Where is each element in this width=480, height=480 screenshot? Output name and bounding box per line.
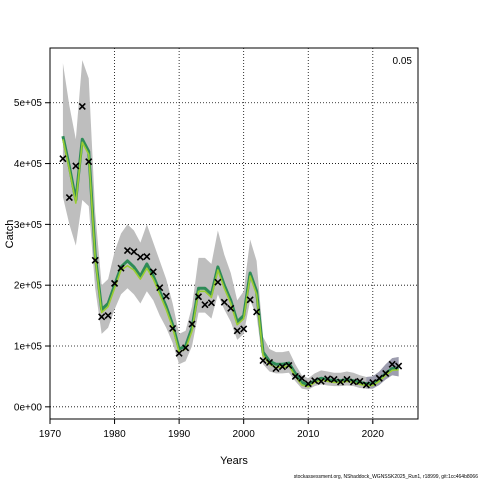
- observed-point: [85, 158, 93, 166]
- observed-point: [388, 360, 396, 368]
- footer-source: stockassessment.org, NShaddock_WGNSSK202…: [294, 474, 478, 480]
- y-tick-label: 4e+05: [14, 159, 43, 170]
- x-axis-label: Years: [220, 455, 248, 467]
- observed-point: [123, 246, 132, 255]
- observed-point: [156, 284, 164, 292]
- x-tick-label: 1980: [103, 429, 126, 440]
- observed-point: [246, 296, 254, 304]
- observed-point: [272, 364, 280, 373]
- observed-point: [149, 268, 157, 276]
- observed-point: [369, 378, 377, 387]
- y-tick-label: 3e+05: [14, 220, 43, 231]
- observed-point: [214, 278, 222, 286]
- y-axis: 0e+00 1e+05 2e+05 3e+05 4e+05 5e+05: [14, 98, 50, 413]
- x-tick-label: 1990: [168, 429, 191, 440]
- observed-point: [169, 324, 177, 332]
- x-tick-label: 2020: [362, 429, 385, 440]
- observed-point: [259, 357, 267, 365]
- confidence-band: [62, 60, 399, 390]
- observed-point: [304, 380, 312, 388]
- observed-point: [253, 308, 261, 316]
- observed-point: [382, 369, 390, 377]
- observed-point: [349, 378, 358, 386]
- observed-point: [78, 102, 86, 110]
- x-tick-label: 1970: [39, 429, 62, 440]
- observed-point: [317, 377, 325, 385]
- observed-point: [136, 253, 144, 261]
- observed-point: [285, 361, 293, 370]
- y-tick-label: 1e+05: [14, 342, 43, 353]
- observed-point: [362, 381, 370, 389]
- observed-point: [356, 377, 364, 385]
- x-tick-label: 2010: [297, 429, 320, 440]
- observed-point: [291, 372, 299, 380]
- observed-point: [182, 344, 190, 352]
- observed-point: [72, 162, 80, 170]
- x-axis: 1970 1980 1990 2000 2010 2020: [39, 419, 384, 440]
- observed-point: [65, 194, 73, 202]
- observed-point: [143, 253, 151, 261]
- observed-point: [188, 320, 196, 328]
- observed-point: [117, 264, 125, 272]
- observed-point: [395, 362, 403, 370]
- observed-point: [194, 293, 203, 301]
- observed-point: [175, 349, 183, 357]
- grid-lines: [49, 48, 418, 419]
- observed-point: [207, 299, 215, 307]
- observed-point: [162, 292, 170, 300]
- observed-points: [59, 102, 403, 389]
- observed-point: [220, 298, 228, 306]
- observed-point: [110, 279, 119, 287]
- y-tick-label: 0e+00: [14, 402, 43, 413]
- y-axis-label: Catch: [4, 220, 16, 249]
- x-tick-label: 2000: [233, 429, 256, 440]
- observed-point: [278, 363, 286, 371]
- panel-annotation: 0.05: [393, 56, 413, 67]
- observed-point: [59, 155, 67, 163]
- observed-point: [330, 375, 338, 384]
- observed-point: [311, 377, 319, 385]
- observed-point: [201, 301, 209, 309]
- observed-point: [375, 374, 383, 382]
- observed-point: [336, 378, 345, 386]
- confidence-band-area: [62, 60, 399, 390]
- observed-point: [233, 327, 241, 335]
- y-tick-label: 5e+05: [14, 98, 43, 109]
- plot-frame: [49, 47, 419, 420]
- observed-point: [298, 374, 306, 382]
- observed-point: [91, 256, 99, 264]
- observed-point: [130, 248, 138, 256]
- observed-point: [324, 375, 332, 383]
- observed-point: [265, 358, 274, 367]
- observed-point: [227, 304, 235, 312]
- observed-point: [104, 312, 112, 320]
- series-line-2: [62, 139, 399, 388]
- observed-point: [98, 313, 106, 321]
- observed-point: [343, 375, 351, 384]
- y-tick-label: 2e+05: [14, 281, 43, 292]
- observed-point: [240, 325, 248, 333]
